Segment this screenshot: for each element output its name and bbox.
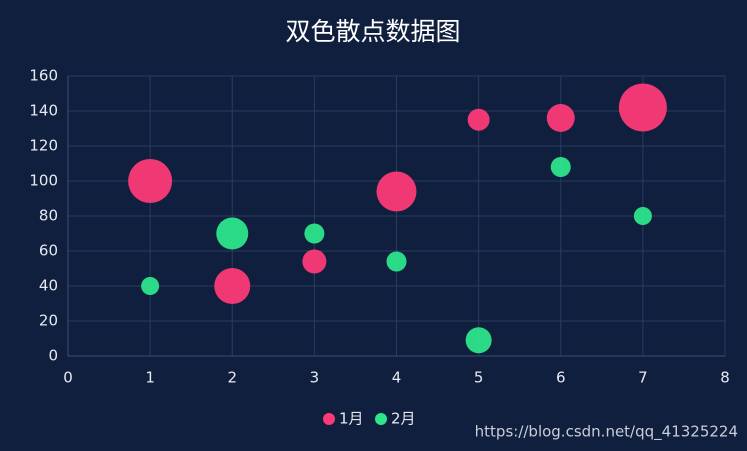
y-tick-label: 20 xyxy=(39,312,58,330)
bubble xyxy=(302,249,327,274)
bubble xyxy=(546,104,575,132)
chart-title: 双色散点数据图 xyxy=(285,17,460,46)
x-tick-label: 5 xyxy=(474,369,484,387)
x-tick-label: 6 xyxy=(556,369,566,387)
x-tick-label: 8 xyxy=(720,369,730,387)
bubble xyxy=(633,207,652,225)
legend-marker xyxy=(323,413,335,425)
bubble xyxy=(128,159,173,203)
y-tick-label: 60 xyxy=(39,242,58,260)
y-tick-label: 40 xyxy=(39,277,58,295)
y-tick-label: 120 xyxy=(29,137,58,155)
bubble xyxy=(386,251,407,272)
watermark: https://blog.csdn.net/qq_41325224 xyxy=(475,423,738,442)
x-tick-label: 0 xyxy=(63,369,73,387)
bubble xyxy=(376,171,417,212)
y-tick-label: 0 xyxy=(48,347,58,365)
x-tick-label: 3 xyxy=(310,369,320,387)
y-tick-label: 100 xyxy=(29,172,58,190)
bubble xyxy=(618,83,667,132)
legend-label: 2月 xyxy=(391,410,416,428)
bubble xyxy=(550,157,571,177)
bubble xyxy=(467,108,490,131)
y-tick-label: 160 xyxy=(29,67,58,85)
x-tick-label: 7 xyxy=(638,369,648,387)
y-tick-label: 140 xyxy=(29,102,58,120)
x-tick-label: 4 xyxy=(392,369,402,387)
legend-marker xyxy=(375,413,387,425)
x-tick-label: 2 xyxy=(227,369,237,387)
x-tick-label: 1 xyxy=(145,369,155,387)
bubble xyxy=(141,277,160,295)
y-tick-label: 80 xyxy=(39,207,58,225)
bubble xyxy=(216,217,249,250)
bubble xyxy=(304,223,325,244)
bubble xyxy=(214,268,251,304)
bubble xyxy=(465,327,492,354)
legend-label: 1月 xyxy=(339,410,364,428)
